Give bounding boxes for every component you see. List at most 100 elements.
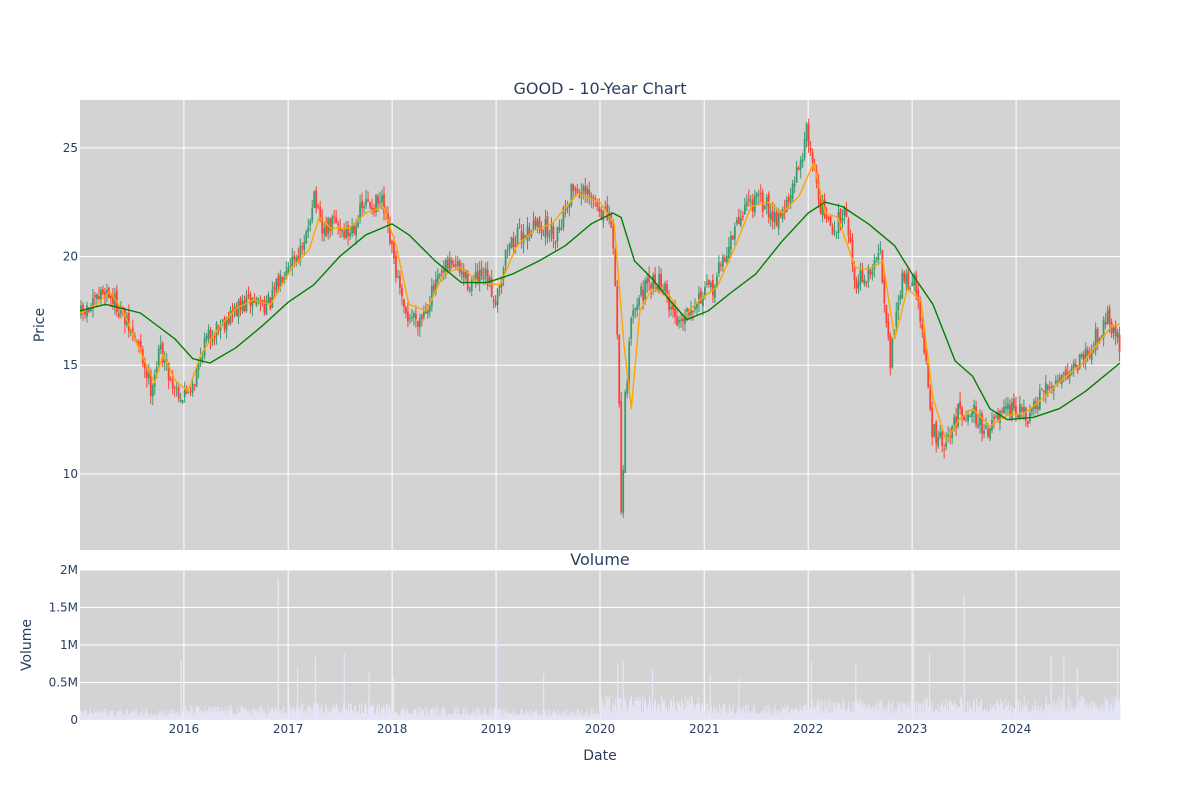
volume-bar <box>1094 706 1096 720</box>
volume-bar <box>944 705 946 720</box>
date-x-tick-label: 2017 <box>273 722 304 736</box>
volume-bar <box>203 711 205 720</box>
candle-down <box>987 429 989 437</box>
volume-bar <box>185 706 187 720</box>
volume-bar <box>587 709 589 720</box>
candle-up <box>438 273 441 276</box>
volume-bar <box>932 702 934 720</box>
volume-bar <box>250 714 252 720</box>
volume-bar <box>448 714 450 720</box>
candle-down <box>941 431 944 446</box>
volume-bar <box>562 710 564 720</box>
candle-up <box>92 297 94 310</box>
candle-up <box>568 203 571 208</box>
volume-bar <box>295 709 297 720</box>
volume-bar <box>995 700 997 720</box>
volume-bar <box>220 710 222 720</box>
volume-bar <box>869 706 871 720</box>
volume-bar <box>200 709 202 720</box>
volume-bar <box>794 707 796 720</box>
volume-bar <box>1112 711 1114 720</box>
candle-up <box>275 279 278 292</box>
candle-up <box>556 227 559 242</box>
volume-bar <box>428 714 430 720</box>
volume-bar <box>146 711 148 720</box>
volume-bar <box>304 709 306 720</box>
candle-down <box>885 305 888 323</box>
volume-bar <box>740 711 742 720</box>
volume-bar <box>1062 707 1064 720</box>
volume-bar <box>788 713 790 720</box>
volume-bar <box>305 710 307 720</box>
candle-down <box>1046 385 1049 390</box>
volume-bar <box>350 704 352 720</box>
volume-bar <box>915 710 917 720</box>
candle-up <box>901 272 904 299</box>
candle-down <box>223 318 226 329</box>
volume-bar <box>312 711 314 720</box>
volume-bar <box>455 714 457 720</box>
candle-up <box>1019 404 1021 418</box>
volume-bar <box>1002 707 1004 720</box>
volume-bar <box>410 715 412 720</box>
volume-bar <box>107 716 109 720</box>
volume-bar <box>188 710 190 720</box>
candle-down <box>369 202 371 208</box>
volume-bar <box>787 705 789 720</box>
candle-up <box>444 260 447 272</box>
candle-down <box>137 341 140 344</box>
volume-bar <box>527 712 529 720</box>
volume-bar <box>244 709 246 720</box>
candle-down <box>1114 325 1117 337</box>
candle-up <box>532 221 535 231</box>
volume-bar <box>427 713 429 720</box>
volume-bar <box>147 713 149 720</box>
volume-axis-title: Volume <box>19 619 35 671</box>
volume-bar <box>1109 703 1111 720</box>
volume-bar <box>529 709 531 720</box>
candle-up <box>686 308 688 312</box>
volume-bar <box>585 711 587 720</box>
candle-down <box>1066 372 1069 380</box>
volume-bar <box>539 714 541 720</box>
volume-bar <box>554 710 556 720</box>
volume-bar <box>542 709 544 720</box>
volume-bar <box>917 711 919 720</box>
candle-up <box>175 388 178 390</box>
volume-bar <box>824 700 826 720</box>
volume-bar <box>338 709 340 720</box>
volume-bar <box>1077 706 1079 720</box>
volume-bar <box>385 703 387 720</box>
volume-bar <box>1102 705 1104 720</box>
volume-bar <box>851 712 853 720</box>
volume-bar <box>271 707 273 720</box>
volume-bar <box>442 708 444 720</box>
volume-bar <box>179 715 181 720</box>
candle-down <box>887 321 890 338</box>
volume-bar <box>222 710 224 720</box>
volume-bar <box>221 707 223 720</box>
candle-down <box>847 219 850 237</box>
volume-bar <box>266 715 268 720</box>
candle-up <box>267 294 270 304</box>
volume-bar <box>395 711 397 720</box>
candle-down <box>797 168 800 171</box>
volume-bar <box>325 703 327 720</box>
volume-bar <box>247 712 249 720</box>
volume-bar <box>1106 697 1108 720</box>
candle-up <box>305 231 308 244</box>
volume-bar <box>102 711 104 720</box>
candle-down <box>243 300 246 312</box>
volume-bar <box>923 699 925 720</box>
candle-up <box>550 224 553 234</box>
candle-up <box>1100 335 1103 338</box>
volume-bar <box>967 701 968 720</box>
volume-bar <box>885 710 887 720</box>
volume-bar <box>379 702 380 720</box>
volume-bar <box>294 711 296 720</box>
volume-bar <box>768 711 770 720</box>
candle-up <box>502 268 505 279</box>
candle-up <box>289 265 292 267</box>
volume-bar <box>863 704 865 720</box>
volume-bar <box>184 710 186 720</box>
